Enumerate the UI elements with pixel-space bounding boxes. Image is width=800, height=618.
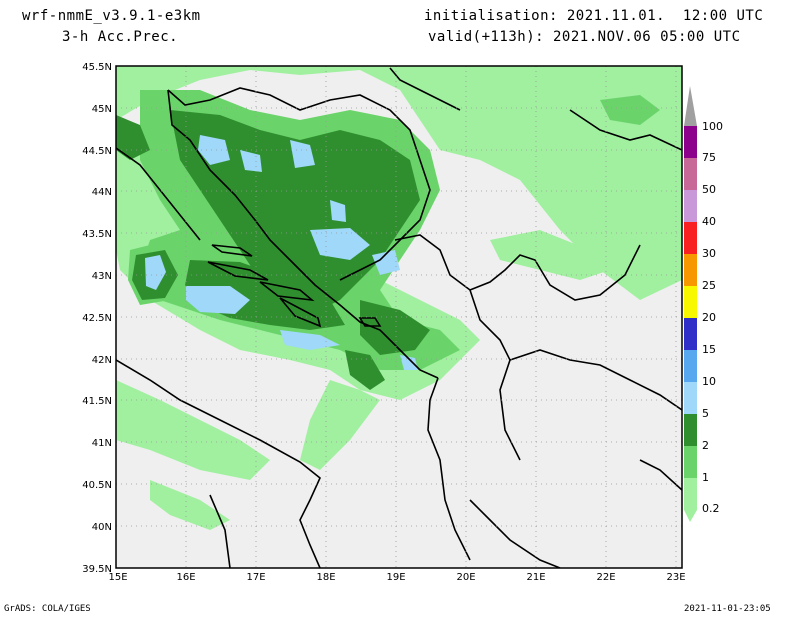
lat-label: 43N (92, 271, 112, 282)
legend-swatch (684, 350, 697, 382)
legend-label: 25 (702, 279, 716, 292)
lon-label: 16E (176, 572, 195, 583)
color-legend: 0.2 1 2 5 10 15 20 25 30 40 50 75 100 (684, 86, 723, 522)
legend-swatch (684, 286, 697, 318)
legend-swatch (684, 414, 697, 446)
legend-upper-triangle (684, 86, 697, 126)
precip-layer-dark (116, 110, 430, 390)
field-name: 3-h Acc.Prec. (62, 29, 179, 45)
lat-label: 40.5N (82, 480, 112, 491)
legend-label: 75 (702, 151, 716, 164)
legend-swatch (684, 478, 697, 510)
lon-label: 19E (386, 572, 405, 583)
lon-label: 23E (666, 572, 685, 583)
legend-label: 2 (702, 439, 709, 452)
legend-label: 20 (702, 311, 716, 324)
lon-label: 22E (596, 572, 615, 583)
legend-swatch (684, 382, 697, 414)
lon-axis: 15E 16E 17E 18E 19E 20E 21E 22E 23E (108, 572, 685, 583)
legend-label: 5 (702, 407, 709, 420)
lat-label: 42.5N (82, 313, 112, 324)
legend-lower-triangle (684, 510, 697, 522)
legend-swatch (684, 158, 697, 190)
footer-credit: GrADS: COLA/IGES (4, 604, 91, 614)
legend-swatch (684, 126, 697, 158)
lon-label: 20E (456, 572, 475, 583)
legend-label: 40 (702, 215, 716, 228)
legend-swatch (684, 254, 697, 286)
lat-label: 41.5N (82, 396, 112, 407)
valid-time: valid(+113h): 2021.NOV.06 05:00 UTC (428, 29, 741, 45)
lat-axis: 45.5N 45N 44.5N 44N 43.5N 43N 42.5N 42N … (82, 62, 112, 575)
precip-layer-blue (145, 135, 418, 370)
lat-label: 44.5N (82, 146, 112, 157)
lat-label: 39.5N (82, 564, 112, 575)
legend-swatch (684, 446, 697, 478)
lat-label: 45.5N (82, 62, 112, 73)
init-time: initialisation: 2021.11.01. 12:00 UTC (424, 8, 764, 24)
legend-label: 1 (702, 471, 709, 484)
grid-lines (116, 66, 682, 568)
model-name: wrf-nmmE_v3.9.1-e3km (22, 8, 201, 24)
footer-timestamp: 2021-11-01-23:05 (684, 604, 771, 614)
map-frame (115, 65, 683, 569)
legend-swatch (684, 318, 697, 350)
legend-label: 15 (702, 343, 716, 356)
legend-swatch (684, 222, 697, 254)
lat-label: 42N (92, 355, 112, 366)
legend-swatch (684, 190, 697, 222)
lat-label: 45N (92, 104, 112, 115)
legend-label: 10 (702, 375, 716, 388)
lat-label: 40N (92, 522, 112, 533)
lon-label: 18E (316, 572, 335, 583)
legend-label: 100 (702, 120, 723, 133)
legend-label: 0.2 (702, 502, 720, 515)
lat-label: 44N (92, 187, 112, 198)
legend-label: 30 (702, 247, 716, 260)
lon-label: 17E (246, 572, 265, 583)
lon-label: 15E (108, 572, 127, 583)
lat-label: 41N (92, 438, 112, 449)
lon-label: 21E (526, 572, 545, 583)
lat-label: 43.5N (82, 229, 112, 240)
legend-label: 50 (702, 183, 716, 196)
